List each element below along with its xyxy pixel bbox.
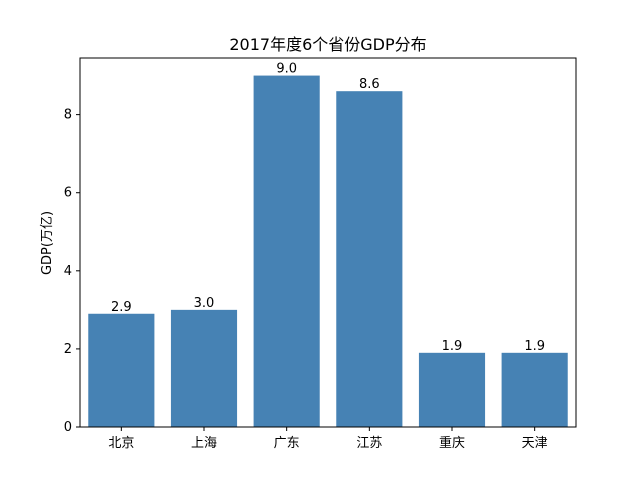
chart-title: 2017年度6个省份GDP分布 (229, 35, 426, 54)
y-tick-label: 8 (64, 108, 72, 123)
bar (253, 75, 320, 428)
x-tick-label: 江苏 (356, 435, 382, 451)
y-tick-label: 6 (64, 186, 72, 201)
y-tick-label: 0 (64, 420, 72, 435)
x-tick-label: 广东 (274, 436, 300, 451)
x-tick-label: 上海 (191, 436, 217, 451)
bar-value-label: 8.6 (359, 77, 380, 92)
bar-value-label: 1.9 (524, 339, 545, 354)
data-labels-group: 2.9 3.0 9.0 8.6 1.9 1.9 (111, 62, 545, 354)
bar-value-label: 9.0 (276, 62, 297, 77)
bar (170, 309, 238, 427)
x-tick-label: 重庆 (439, 435, 465, 451)
bar (88, 313, 155, 427)
bar-value-label: 1.9 (442, 339, 463, 354)
bar-value-label: 2.9 (111, 300, 132, 315)
y-axis-label: GDP(万亿) (40, 211, 55, 275)
x-tick-label: 北京 (108, 436, 134, 451)
y-tick-label: 4 (64, 264, 72, 279)
y-axis-ticks: 0 2 4 6 8 (64, 108, 80, 435)
x-axis-ticks: 北京 上海 广东 江苏 重庆 天津 (108, 427, 548, 451)
y-tick-label: 2 (64, 342, 72, 357)
bar (418, 352, 486, 427)
bar-value-label: 3.0 (194, 296, 215, 311)
plot-frame (79, 57, 577, 428)
bar (336, 91, 403, 427)
x-tick-label: 天津 (522, 436, 548, 451)
bars-group (88, 75, 568, 428)
bar (501, 352, 568, 427)
